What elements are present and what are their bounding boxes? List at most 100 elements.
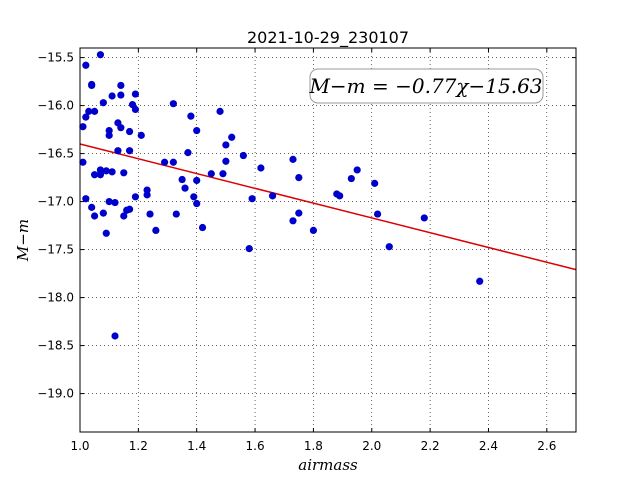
y-tick-label: −18.0 [37,291,74,305]
data-point [117,124,125,132]
data-point [96,171,105,179]
x-tick-label: 2.6 [537,439,556,453]
data-point [117,91,125,99]
data-point [371,179,379,187]
data-point [120,169,128,177]
data-point [347,174,355,183]
data-point [257,164,265,172]
y-tick-label: −18.5 [37,339,74,353]
data-point [193,176,201,185]
data-point [99,209,107,217]
x-tick-label: 1.6 [246,439,265,453]
data-point [131,90,140,98]
x-tick-label: 1.8 [304,439,323,453]
data-point [193,199,201,208]
data-point [190,193,198,201]
data-point [169,100,177,108]
data-point [82,113,90,121]
data-point [108,168,116,176]
data-point [88,81,96,90]
y-tick-label: −17.0 [37,195,74,209]
data-point [207,170,215,178]
data-point [126,127,134,136]
data-point [420,214,428,222]
data-point [385,243,393,251]
fit-annotation-box [309,68,544,104]
data-point [228,133,236,141]
data-point [178,175,186,184]
fit-annotation: M−m = −0.77χ−15.63 [308,74,542,98]
y-tick-labels: −15.5 −16.0 −16.5 −17.0 −17.5 −18.0 −18.5 −19.0 [37,51,74,401]
data-point [476,277,484,285]
grid-lines [80,48,576,432]
data-point [374,210,382,218]
x-tick-label: 2.4 [479,439,498,453]
x-axis-label: airmass [298,456,358,474]
data-point [353,166,361,174]
data-point [117,81,125,90]
data-point [90,171,99,179]
data-point [187,112,195,120]
data-point [222,157,230,165]
x-tick-label: 2.0 [362,439,381,453]
data-point [184,149,192,157]
data-point [88,203,96,211]
data-point [131,105,140,114]
data-point [99,99,107,107]
data-point [102,229,110,237]
chart-title: 2021-10-29_230107 [247,28,409,48]
plot-frame [79,47,577,433]
data-point [219,170,227,178]
data-point [79,123,87,131]
data-point [111,198,119,207]
data-point [193,126,201,135]
data-point [248,195,256,203]
data-point [295,174,303,182]
y-axis-label: M−m [14,219,32,262]
data-point [90,212,99,220]
x-tick-labels: 1.0 1.2 1.4 1.6 1.8 2.0 2.2 2.4 2.6 [70,439,556,453]
data-point [172,210,180,218]
data-points [79,51,484,340]
x-tick-label: 1.0 [70,439,89,453]
data-point [82,195,90,203]
data-point [169,158,177,166]
plot-background [80,48,576,432]
data-point [82,61,90,69]
data-point [114,147,122,155]
y-tick-label: −16.0 [37,99,74,113]
data-point [289,217,297,225]
data-point [216,107,224,115]
data-point [96,51,105,59]
data-point [146,210,154,218]
data-point [181,184,189,192]
x-tick-label: 1.2 [129,439,148,453]
x-tick-label: 1.4 [187,439,206,453]
data-point [102,167,110,175]
data-point [137,131,145,139]
data-point [126,147,134,155]
tick-marks [79,48,576,432]
data-point [85,107,93,115]
data-point [143,191,151,199]
x-tick-label: 2.2 [421,439,440,453]
y-tick-label: −19.0 [37,387,74,401]
data-point [108,92,116,100]
data-point [239,151,247,160]
data-point [131,193,140,201]
data-point [289,155,297,163]
y-tick-label: −17.5 [37,243,74,257]
data-point [79,158,87,166]
data-point [105,126,113,135]
data-point [111,332,119,340]
data-point [295,209,303,217]
y-tick-label: −15.5 [37,51,74,65]
data-point [309,226,318,234]
data-point [120,212,128,220]
data-point [161,158,169,166]
data-point [152,226,160,234]
data-point [222,141,230,149]
data-point [268,192,277,200]
data-point [245,245,253,253]
